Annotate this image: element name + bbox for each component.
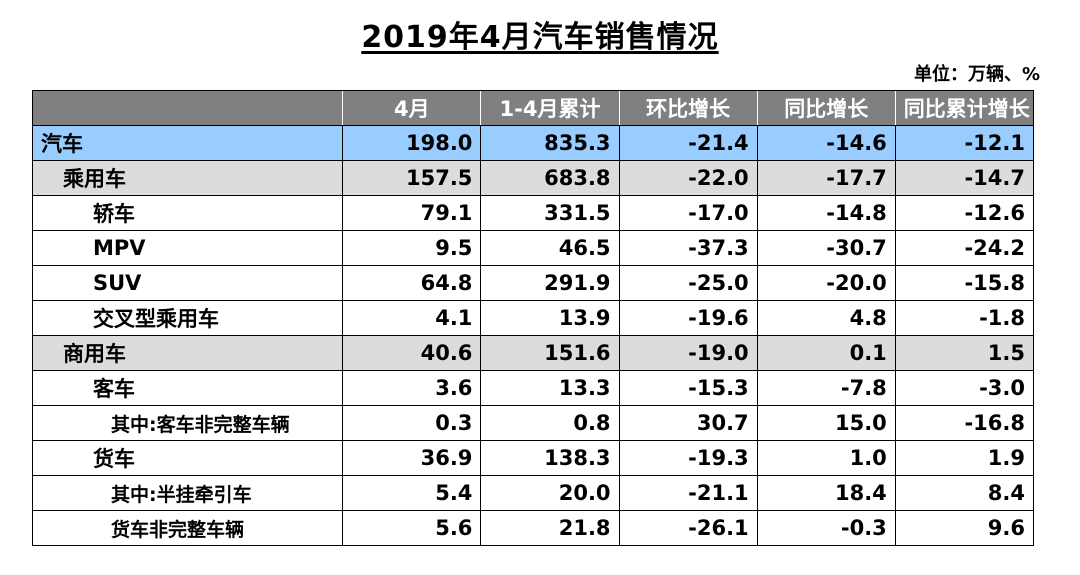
- table-cell: 8.4: [894, 475, 1035, 511]
- table-cell: 0.8: [480, 405, 620, 441]
- table-cell: 18.4: [756, 475, 896, 511]
- table-cell: -30.7: [756, 230, 896, 266]
- table-cell: -21.1: [618, 475, 758, 511]
- table-cell: 138.3: [480, 440, 620, 476]
- table-row: 交叉型乘用车 4.1 13.9 -19.6 4.8 -1.8: [31, 300, 1035, 336]
- table-cell: -17.0: [618, 195, 758, 231]
- header-cell-april: 4月: [342, 90, 481, 126]
- table-cell: -25.0: [618, 265, 758, 301]
- header-cell-yoy-growth: 同比增长: [756, 90, 896, 126]
- table-cell: 4.1: [342, 300, 481, 336]
- table-cell: -12.1: [894, 125, 1035, 161]
- table-row: 汽车 198.0 835.3 -21.4 -14.6 -12.1: [31, 125, 1035, 161]
- table-cell: 9.6: [894, 510, 1035, 546]
- row-label: 商用车: [31, 335, 343, 371]
- table-cell: -24.2: [894, 230, 1035, 266]
- table-cell: 40.6: [342, 335, 481, 371]
- table-cell: -19.6: [618, 300, 758, 336]
- table-cell: 13.3: [480, 370, 620, 406]
- table-cell: 0.1: [756, 335, 896, 371]
- row-label: 汽车: [31, 125, 343, 161]
- table-cell: -12.6: [894, 195, 1035, 231]
- table-row: 乘用车 157.5 683.8 -22.0 -17.7 -14.7: [31, 160, 1035, 196]
- table-cell: 9.5: [342, 230, 481, 266]
- table-row: 其中:半挂牵引车 5.4 20.0 -21.1 18.4 8.4: [31, 475, 1035, 511]
- table-cell: 3.6: [342, 370, 481, 406]
- table-cell: -15.8: [894, 265, 1035, 301]
- table-cell: -22.0: [618, 160, 758, 196]
- table-cell: 1.9: [894, 440, 1035, 476]
- table-cell: -14.8: [756, 195, 896, 231]
- table-row: 商用车 40.6 151.6 -19.0 0.1 1.5: [31, 335, 1035, 371]
- unit-label: 单位：万辆、%: [913, 64, 1040, 85]
- table-cell: 46.5: [480, 230, 620, 266]
- table-cell: 5.6: [342, 510, 481, 546]
- row-label: MPV: [31, 230, 343, 266]
- table-cell: 1.0: [756, 440, 896, 476]
- header-cell-mom-growth: 环比增长: [618, 90, 758, 126]
- table-row: 轿车 79.1 331.5 -17.0 -14.8 -12.6: [31, 195, 1035, 231]
- table-cell: -19.3: [618, 440, 758, 476]
- table-cell: -0.3: [756, 510, 896, 546]
- table-title: 2019年4月汽车销售情况: [361, 20, 719, 55]
- table-cell: 30.7: [618, 405, 758, 441]
- table-cell: -26.1: [618, 510, 758, 546]
- table-cell: 0.3: [342, 405, 481, 441]
- table-cell: -17.7: [756, 160, 896, 196]
- sales-table: 4月 1-4月累计 环比增长 同比增长 同比累计增长 汽车 198.0 835.3-…: [31, 90, 1035, 546]
- table-cell: -1.8: [894, 300, 1035, 336]
- table-cell: 5.4: [342, 475, 481, 511]
- table-row: MPV 9.5 46.5 -37.3 -30.7 -24.2: [31, 230, 1035, 266]
- table-header: 4月 1-4月累计 环比增长 同比增长 同比累计增长: [31, 90, 1035, 126]
- table-body: 汽车 198.0 835.3 -21.4 -14.6 -12.1 乘用车 157.5 683.8…: [31, 125, 1035, 546]
- header-cell-jan-apr-cumulative: 1-4月累计: [480, 90, 620, 126]
- table-cell: -14.6: [756, 125, 896, 161]
- table-cell: -15.3: [618, 370, 758, 406]
- row-label: 交叉型乘用车: [31, 300, 343, 336]
- table-cell: 4.8: [756, 300, 896, 336]
- table-cell: -37.3: [618, 230, 758, 266]
- table-row: SUV 64.8 291.9 -25.0 -20.0 -15.8: [31, 265, 1035, 301]
- table-cell: 20.0: [480, 475, 620, 511]
- table-cell: -20.0: [756, 265, 896, 301]
- row-label: 货车非完整车辆: [31, 510, 343, 546]
- table-cell: -3.0: [894, 370, 1035, 406]
- row-label: 货车: [31, 440, 343, 476]
- table-row: 货车 36.9 138.3 -19.3 1.0 1.9: [31, 440, 1035, 476]
- header-row: 4月 1-4月累计 环比增长 同比增长 同比累计增长: [31, 90, 1035, 126]
- table-row: 客车 3.6 13.3 -15.3 -7.8 -3.0: [31, 370, 1035, 406]
- table-cell: -7.8: [756, 370, 896, 406]
- table-row: 其中:客车非完整车辆 0.3 0.8 30.7 15.0 -16.8: [31, 405, 1035, 441]
- table-cell: 157.5: [342, 160, 481, 196]
- table-cell: 64.8: [342, 265, 481, 301]
- table-row: 货车非完整车辆 5.6 21.8 -26.1 -0.3 9.6: [31, 510, 1035, 546]
- table-cell: 1.5: [894, 335, 1035, 371]
- header-cell-yoy-cumulative-growth: 同比累计增长: [894, 90, 1035, 126]
- table-cell: -21.4: [618, 125, 758, 161]
- row-label: 乘用车: [31, 160, 343, 196]
- table-cell: 13.9: [480, 300, 620, 336]
- table-cell: 331.5: [480, 195, 620, 231]
- table-cell: 198.0: [342, 125, 481, 161]
- table-cell: 683.8: [480, 160, 620, 196]
- header-cell-category: [31, 90, 343, 126]
- table-cell: 36.9: [342, 440, 481, 476]
- table-cell: -14.7: [894, 160, 1035, 196]
- row-label: 其中:客车非完整车辆: [31, 405, 343, 441]
- row-label: 客车: [31, 370, 343, 406]
- row-label: SUV: [31, 265, 343, 301]
- table-cell: 291.9: [480, 265, 620, 301]
- table-cell: 79.1: [342, 195, 481, 231]
- table-cell: 835.3: [480, 125, 620, 161]
- table-cell: 151.6: [480, 335, 620, 371]
- row-label: 轿车: [31, 195, 343, 231]
- row-label: 其中:半挂牵引车: [31, 475, 343, 511]
- table-cell: 15.0: [756, 405, 896, 441]
- table-cell: -16.8: [894, 405, 1035, 441]
- table-cell: 21.8: [480, 510, 620, 546]
- table-cell: -19.0: [618, 335, 758, 371]
